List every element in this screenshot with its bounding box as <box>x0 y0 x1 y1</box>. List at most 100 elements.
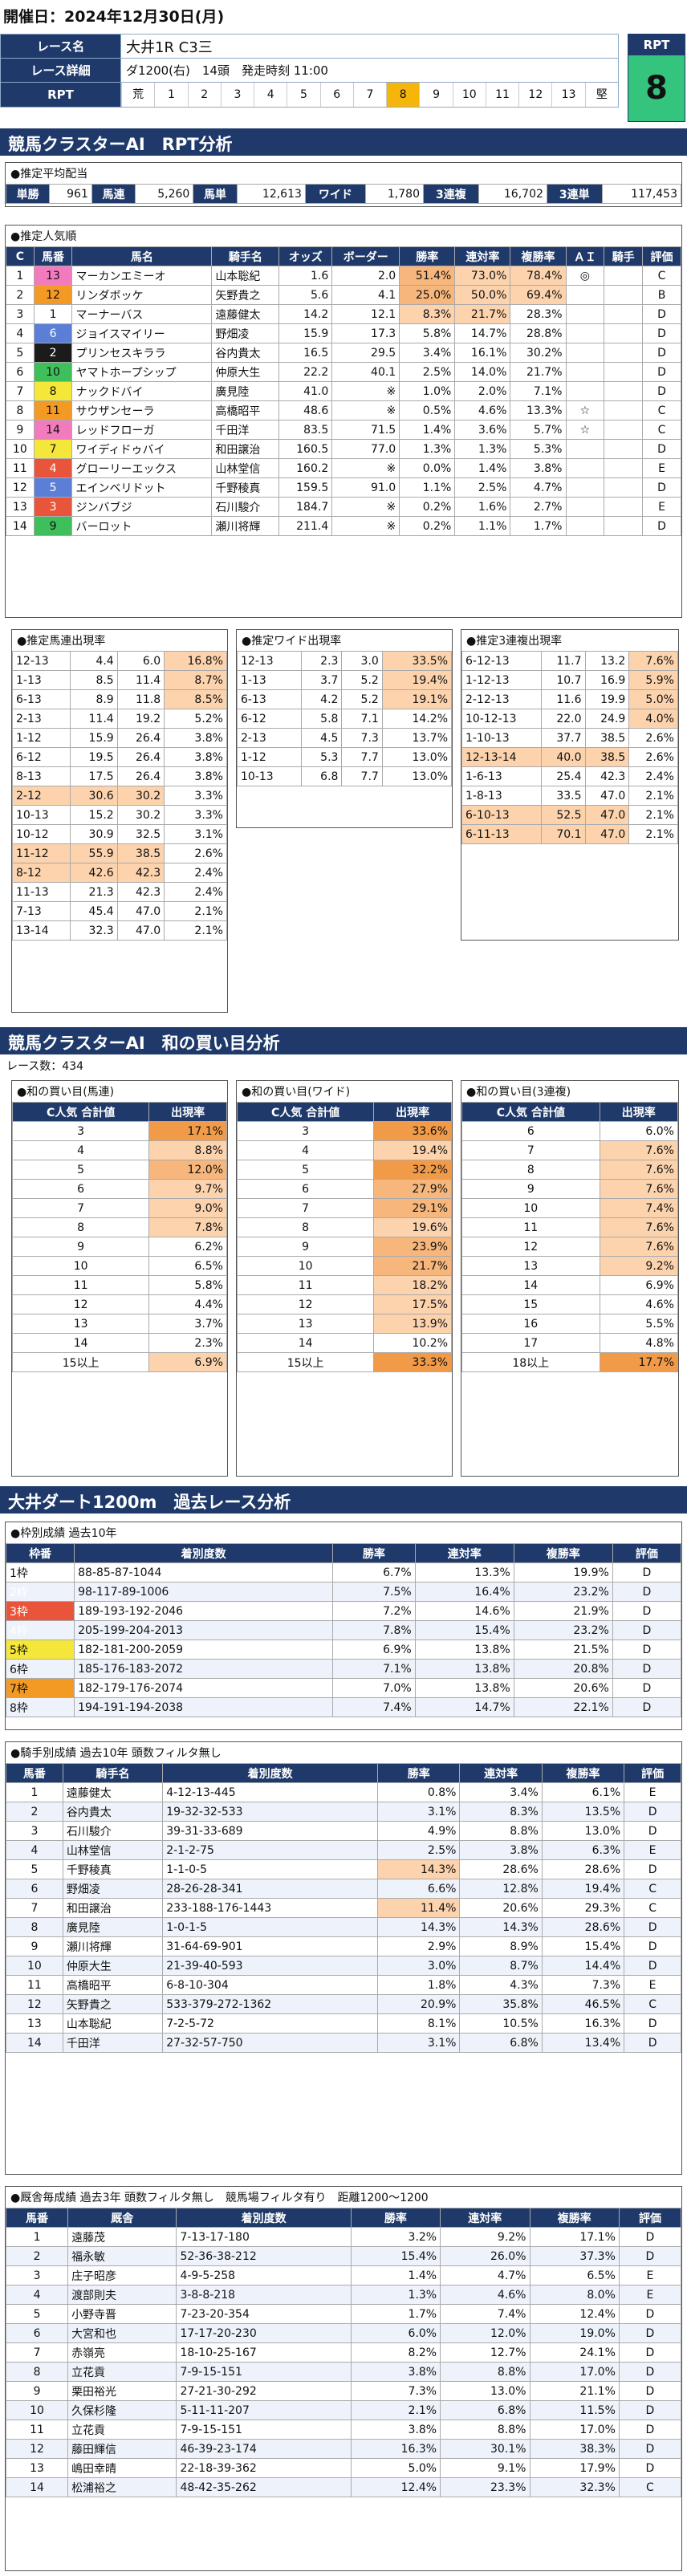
popularity-cell: 2 <box>6 285 35 305</box>
jockey-cell: 233-188-176-1443 <box>162 1898 379 1918</box>
table-row: 3枠 189-193-192-2046 7.2% 14.6% 21.9% D <box>5 1601 682 1621</box>
sum-total: 7 <box>236 1198 375 1218</box>
jockey-cell: 7-2-5-72 <box>162 2013 379 2034</box>
table-row: 10 21.7% <box>236 1256 452 1276</box>
popularity-cell: 0.5% <box>399 400 456 421</box>
jockey-cell: 石川駿介 <box>62 1821 164 1841</box>
jockey-cell: 14.3% <box>377 1859 461 1879</box>
jockey-cell: 11 <box>6 1975 63 1995</box>
popularity-cell: D <box>642 362 681 382</box>
table-row: 9 6.2% <box>11 1237 227 1257</box>
table-row: 2 12 リンダボッケ 矢野貴之 5.6 4.1 25.0% 50.0% 69.4% B <box>6 285 681 305</box>
popularity-cell <box>565 477 605 498</box>
sum-rate: 8.8% <box>148 1140 227 1160</box>
popularity-cell: 40.1 <box>331 362 400 382</box>
umaren-cell: 2.1% <box>164 920 227 941</box>
jockey-cell: 27-32-57-750 <box>162 2033 379 2053</box>
trainer-cell: 17.1% <box>529 2227 620 2247</box>
table-row: 8 11 サウザンセーラ 高橋昭平 48.6 ※ 0.5% 4.6% 13.3% ☆ C <box>6 400 681 421</box>
popularity-cell: 11 <box>33 400 73 421</box>
jockey-cell: 28.6% <box>541 1859 625 1879</box>
popularity-cell: 7 <box>33 439 73 459</box>
popularity-cell: ※ <box>331 458 400 478</box>
popularity-cell: 3.4% <box>399 343 456 363</box>
table-row: 10-13 6.8 7.7 13.0% <box>236 766 453 786</box>
waku-cell: 13.8% <box>414 1639 514 1660</box>
table-row: 1-8-13 33.5 47.0 2.1% <box>461 786 678 806</box>
trainer-cell: 3-8-8-218 <box>176 2285 352 2305</box>
umaren-cell: 21.3 <box>70 882 118 902</box>
popularity-panel: ●推定人気順 C 馬番 馬名 騎手名 オッズ ボーダー 勝率 連対率 複勝率 ＡＩ 騎手 評価 1 13 マ… <box>5 225 682 618</box>
trainer-cell: 立花貢 <box>67 2420 177 2440</box>
popularity-cell: 2.7% <box>510 497 567 517</box>
popularity-cell: 13 <box>33 266 73 286</box>
jockey-header: 連対率 <box>459 1763 543 1783</box>
popularity-cell: D <box>642 516 681 536</box>
trainer-title: ●厩舎毎成績 過去3年 頭数フィルタ無し 競馬場フィルタ有り 距離1200～12… <box>10 2192 429 2204</box>
waku-cell: 185-176-183-2072 <box>74 1659 334 1679</box>
popularity-cell: レッドフローガ <box>71 420 213 440</box>
sum-rate: 33.6% <box>373 1121 452 1141</box>
jockey-cell: D <box>624 1917 681 1937</box>
table-row: 12 藤田輝信 46-39-23-174 16.3% 30.1% 38.3% D <box>5 2439 682 2459</box>
popularity-cell: 5.8% <box>399 323 456 343</box>
table-row: 1-13 3.7 5.2 19.4% <box>236 670 453 690</box>
jockey-cell: 8.1% <box>377 2013 461 2034</box>
popularity-cell: 78.4% <box>510 266 567 286</box>
popularity-cell <box>565 381 605 401</box>
table-row: 13 3.7% <box>11 1314 227 1334</box>
sanren-cell: 2.1% <box>628 805 678 825</box>
popularity-cell: 6 <box>6 362 35 382</box>
popularity-cell: 28.8% <box>510 323 567 343</box>
jockey-cell: 28.6% <box>541 1917 625 1937</box>
umaren-cell: 2.4% <box>164 863 227 883</box>
table-row: 4 6 ジョイスマイリー 野畑凌 15.9 17.3 5.8% 14.7% 28.8% D <box>6 323 681 343</box>
popularity-header: 騎手 <box>604 246 644 266</box>
sanren-cell: 7.6% <box>628 651 678 671</box>
trainer-cell: 嶋田幸晴 <box>67 2458 177 2478</box>
rpt-title: RPT <box>628 35 685 55</box>
table-row: 8 7.6% <box>461 1160 679 1180</box>
popularity-title: ●推定人気順 <box>10 230 77 243</box>
umaren-cell: 2.4% <box>164 882 227 902</box>
jockey-cell: 遠藤健太 <box>62 1782 164 1802</box>
popularity-cell <box>604 381 644 401</box>
table-row: 8 19.6% <box>236 1217 452 1237</box>
wide-cell: 2-13 <box>236 728 303 748</box>
sum-sanren-table: C人気 合計値 出現率 6 6.0% 7 7.6% 8 7.6% 9 7.6% 10 7.4% 11 7.… <box>461 1102 679 1372</box>
trainer-cell: 7-9-15-151 <box>176 2362 352 2382</box>
waku-header: 枠番 <box>5 1543 75 1563</box>
jockey-cell: 3.8% <box>459 1840 543 1860</box>
wide-cell: 6.8 <box>301 766 343 786</box>
waku-cell: 7枠 <box>5 1678 75 1698</box>
table-row: 4 19.4% <box>236 1140 452 1160</box>
umaren-cell: 2-12 <box>11 786 71 806</box>
rpt-scale-cell: 1 <box>154 83 187 107</box>
sum-rate: 6.9% <box>599 1275 679 1295</box>
umaren-cell: 26.4 <box>116 766 165 786</box>
table-row: 7-13 45.4 47.0 2.1% <box>11 901 227 921</box>
umaren-cell: 15.9 <box>70 728 118 748</box>
waku-cell: 14.7% <box>414 1697 514 1717</box>
waku-cell: 16.4% <box>414 1582 514 1602</box>
popularity-cell: 1 <box>33 304 73 324</box>
popularity-cell: 千田洋 <box>211 420 280 440</box>
umaren-cell: 19.2 <box>116 709 165 729</box>
jockey-cell: 6.6% <box>377 1879 461 1899</box>
popularity-cell: マーナーバス <box>71 304 213 324</box>
waku-cell: 13.8% <box>414 1678 514 1698</box>
popularity-cell: 高橋昭平 <box>211 400 280 421</box>
table-row: 4 渡部則夫 3-8-8-218 1.3% 4.6% 8.0% E <box>5 2285 682 2305</box>
wide-table: 12-13 2.3 3.0 33.5% 1-13 3.7 5.2 19.4% 6-13 4.2 5.… <box>236 651 453 786</box>
sum-total: 18以上 <box>461 1352 600 1372</box>
umaren-cell: 3.1% <box>164 824 227 844</box>
trainer-table: 馬番 厩舎 着別度数 勝率 連対率 複勝率 評価 1 遠藤茂 7-13-17-180 3.2% 9.2… <box>5 2208 682 2497</box>
waku-cell: D <box>612 1678 682 1698</box>
waku-cell: D <box>612 1601 682 1621</box>
umaren-cell: 45.4 <box>70 901 118 921</box>
sum-total: 15以上 <box>11 1352 150 1372</box>
trainer-cell: 11 <box>5 2420 69 2440</box>
table-row: 9 瀬川将輝 31-64-69-901 2.9% 8.9% 15.4% D <box>6 1936 681 1956</box>
payout-value: 961 <box>49 184 92 204</box>
popularity-cell: 11 <box>6 458 35 478</box>
